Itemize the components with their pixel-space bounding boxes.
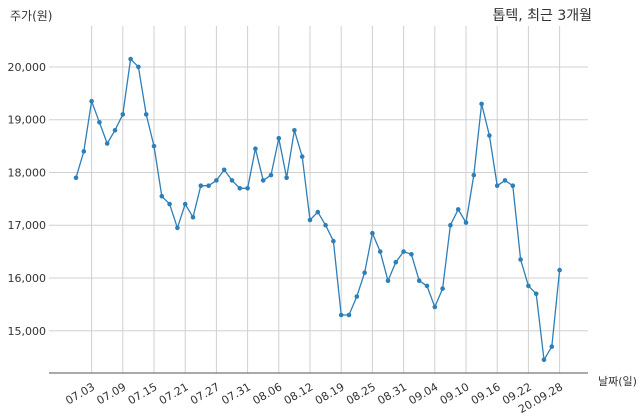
y-tick-label: 19,000 — [8, 114, 47, 127]
price-point — [323, 222, 328, 228]
y-tick-labels: 15,000 16,000 17,000 18,000 19,000 20,000 — [8, 61, 47, 338]
price-point — [377, 249, 383, 254]
price-point — [206, 183, 211, 188]
price-point — [448, 222, 453, 228]
x-tick-label: 07.09 — [95, 380, 129, 407]
price-point — [354, 294, 360, 299]
price-point — [549, 344, 555, 349]
price-point — [526, 283, 531, 289]
x-tick-label: 08.12 — [282, 380, 316, 407]
price-point — [151, 143, 157, 149]
x-tick-label: 07.03 — [63, 380, 97, 407]
x-tick-labels: 07.0307.0907.1507.2107.2707.3108.0608.12… — [63, 380, 565, 414]
price-point — [97, 120, 102, 125]
price-point — [487, 133, 492, 138]
price-point — [362, 270, 367, 276]
x-tick-label: 09.16 — [469, 380, 503, 407]
price-point — [331, 238, 336, 244]
price-point — [385, 278, 391, 284]
price-point — [494, 183, 500, 188]
price-point — [89, 98, 94, 104]
price-point — [533, 291, 539, 297]
price-point — [557, 267, 562, 273]
x-tick-label: 08.31 — [375, 380, 409, 407]
price-point — [409, 252, 414, 257]
price-point — [260, 178, 266, 183]
chart-title: 톱텍, 최근 3개월 — [492, 8, 592, 24]
price-point — [120, 112, 126, 117]
price-point — [128, 56, 133, 62]
y-tick-label: 16,000 — [8, 272, 47, 285]
price-point — [393, 259, 399, 265]
price-point — [416, 278, 422, 284]
price-point — [276, 135, 282, 141]
price-point — [471, 172, 477, 178]
price-point — [136, 64, 141, 70]
x-tick-label: 09.10 — [438, 380, 472, 407]
price-point — [292, 128, 297, 133]
price-point — [401, 249, 406, 254]
price-point — [253, 146, 258, 151]
price-line — [75, 57, 561, 362]
x-tick-label: 09.04 — [407, 380, 441, 407]
price-point — [440, 286, 445, 291]
price-point — [175, 225, 180, 231]
price-point — [346, 312, 352, 318]
x-tick-label: 07.15 — [126, 380, 160, 407]
price-point — [518, 257, 523, 262]
y-tick-label: 18,000 — [8, 166, 47, 179]
price-point — [299, 154, 305, 159]
price-point — [268, 172, 274, 178]
y-tick-label: 20,000 — [8, 61, 47, 74]
grid-lines — [49, 26, 588, 373]
price-point — [167, 201, 172, 207]
price-point — [510, 183, 516, 188]
price-point — [502, 178, 508, 183]
price-point — [424, 283, 430, 289]
price-point — [214, 178, 219, 183]
price-point — [432, 304, 438, 310]
x-tick-label: 08.19 — [313, 380, 347, 407]
price-point — [541, 357, 547, 363]
price-point — [245, 186, 250, 191]
price-point — [338, 312, 344, 318]
y-tick-label: 17,000 — [8, 219, 47, 232]
price-point — [143, 112, 149, 117]
price-point — [455, 207, 461, 212]
x-axis-label: 날짜(일) — [598, 374, 637, 388]
price-point — [159, 193, 165, 199]
x-tick-label: 07.31 — [219, 380, 253, 407]
price-point — [198, 183, 204, 188]
price-point — [112, 128, 118, 133]
y-tick-label: 15,000 — [8, 325, 47, 338]
price-point — [307, 217, 313, 223]
x-tick-label: 07.27 — [188, 380, 222, 407]
price-point — [284, 175, 289, 181]
price-point — [315, 209, 321, 215]
x-tick-label: 07.21 — [157, 380, 191, 407]
price-point — [182, 201, 188, 207]
price-point — [73, 175, 79, 181]
y-axis-label: 주가(원) — [10, 9, 52, 23]
price-point — [370, 230, 375, 236]
x-tick-label: 08.25 — [344, 380, 378, 407]
price-point — [104, 141, 110, 146]
x-tick-label: 08.06 — [251, 380, 285, 407]
price-point — [221, 167, 227, 173]
price-point — [81, 149, 87, 154]
price-point — [463, 220, 469, 225]
price-point — [229, 178, 235, 183]
price-point — [479, 101, 484, 107]
price-point — [237, 186, 243, 191]
price-points — [73, 56, 562, 363]
price-point — [190, 215, 196, 220]
